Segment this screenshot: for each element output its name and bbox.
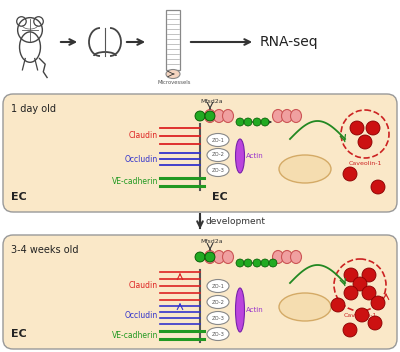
Text: EC: EC xyxy=(11,192,27,202)
Circle shape xyxy=(205,252,215,262)
Ellipse shape xyxy=(204,109,216,122)
Ellipse shape xyxy=(207,163,229,176)
Ellipse shape xyxy=(222,251,234,264)
Circle shape xyxy=(205,111,215,121)
Ellipse shape xyxy=(207,295,229,308)
Ellipse shape xyxy=(207,279,229,293)
Circle shape xyxy=(371,180,385,194)
Circle shape xyxy=(244,259,252,267)
Ellipse shape xyxy=(236,288,244,332)
Text: ZO-3: ZO-3 xyxy=(212,168,224,172)
Text: ZO-3: ZO-3 xyxy=(212,332,224,337)
Circle shape xyxy=(236,118,244,126)
Text: ZO-2: ZO-2 xyxy=(212,300,224,304)
Text: 3-4 weeks old: 3-4 weeks old xyxy=(11,245,78,255)
Circle shape xyxy=(343,323,357,337)
Ellipse shape xyxy=(279,293,331,321)
Circle shape xyxy=(253,259,261,267)
Circle shape xyxy=(344,268,358,282)
Text: EC: EC xyxy=(212,329,228,339)
Circle shape xyxy=(343,167,357,181)
Text: ZO-1: ZO-1 xyxy=(212,138,224,143)
Text: Microvessels: Microvessels xyxy=(157,80,191,85)
Text: Caveolin-1: Caveolin-1 xyxy=(348,161,382,166)
Text: Claudin: Claudin xyxy=(129,282,158,290)
Ellipse shape xyxy=(282,251,292,264)
Bar xyxy=(0,0,400,92)
Text: Actin: Actin xyxy=(246,153,264,159)
Circle shape xyxy=(350,121,364,135)
Circle shape xyxy=(362,268,376,282)
Ellipse shape xyxy=(290,251,302,264)
Ellipse shape xyxy=(214,251,224,264)
Text: EC: EC xyxy=(212,192,228,202)
Ellipse shape xyxy=(282,109,292,122)
Text: Occludin: Occludin xyxy=(125,155,158,163)
Ellipse shape xyxy=(166,69,180,78)
Ellipse shape xyxy=(236,139,244,173)
Circle shape xyxy=(269,259,277,267)
Circle shape xyxy=(331,298,345,312)
Ellipse shape xyxy=(207,327,229,340)
Text: Occludin: Occludin xyxy=(125,310,158,320)
Text: Mfsd2a: Mfsd2a xyxy=(201,99,223,104)
Circle shape xyxy=(236,259,244,267)
Text: development: development xyxy=(205,218,265,226)
Text: ZO-3: ZO-3 xyxy=(212,315,224,321)
Ellipse shape xyxy=(207,312,229,325)
Circle shape xyxy=(261,259,269,267)
Ellipse shape xyxy=(272,251,284,264)
FancyBboxPatch shape xyxy=(3,94,397,212)
Text: Claudin: Claudin xyxy=(129,132,158,140)
Ellipse shape xyxy=(279,155,331,183)
Text: 1 day old: 1 day old xyxy=(11,104,56,114)
Ellipse shape xyxy=(222,109,234,122)
Ellipse shape xyxy=(214,109,224,122)
Circle shape xyxy=(371,296,385,310)
Circle shape xyxy=(366,121,380,135)
Ellipse shape xyxy=(207,133,229,146)
Circle shape xyxy=(244,118,252,126)
Circle shape xyxy=(195,111,205,121)
Circle shape xyxy=(355,308,369,322)
Text: VE-cadherin: VE-cadherin xyxy=(112,177,158,187)
FancyBboxPatch shape xyxy=(3,235,397,349)
Circle shape xyxy=(368,316,382,330)
Circle shape xyxy=(353,277,367,291)
Circle shape xyxy=(362,286,376,300)
Circle shape xyxy=(195,252,205,262)
Ellipse shape xyxy=(207,149,229,162)
Text: EC: EC xyxy=(11,329,27,339)
Circle shape xyxy=(358,135,372,149)
Text: Actin: Actin xyxy=(246,307,264,313)
Text: RNA-seq: RNA-seq xyxy=(260,35,319,49)
Bar xyxy=(166,10,180,70)
Circle shape xyxy=(261,118,269,126)
Circle shape xyxy=(253,118,261,126)
Text: Caveolin-1: Caveolin-1 xyxy=(343,313,377,318)
Text: Mfsd2a: Mfsd2a xyxy=(201,239,223,244)
Text: ZO-2: ZO-2 xyxy=(212,152,224,157)
Ellipse shape xyxy=(290,109,302,122)
Text: ZO-1: ZO-1 xyxy=(212,283,224,289)
Text: VE-cadherin: VE-cadherin xyxy=(112,331,158,339)
Circle shape xyxy=(344,286,358,300)
Ellipse shape xyxy=(204,251,216,264)
Ellipse shape xyxy=(272,109,284,122)
